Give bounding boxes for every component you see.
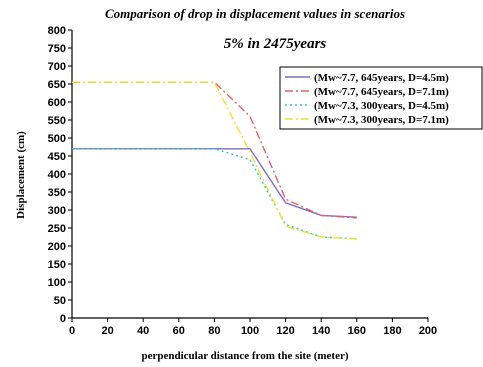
x-tick-label: 0	[69, 325, 75, 337]
y-tick-label: 0	[60, 313, 66, 325]
plot-area: 0501001502002503003504004505005506006507…	[48, 25, 438, 337]
y-tick-label: 50	[54, 295, 66, 307]
x-tick-label: 120	[276, 325, 294, 337]
series-line-1	[72, 148, 357, 218]
legend-entry-1: (Mw~7.7, 645years, D=4.5m)	[314, 72, 449, 84]
x-tick-label: 100	[241, 325, 259, 337]
series-line-4	[72, 81, 357, 240]
y-tick-label: 750	[48, 43, 66, 55]
x-tick-label: 180	[383, 325, 401, 337]
y-tick-label: 250	[48, 223, 66, 235]
y-tick-label: 650	[48, 79, 66, 91]
y-tick-label: 450	[48, 151, 66, 163]
legend-box	[279, 66, 483, 130]
series-line-3	[72, 148, 357, 240]
x-tick-label: 60	[173, 325, 185, 337]
y-tick-label: 400	[48, 169, 66, 181]
y-tick-label: 600	[48, 97, 66, 109]
x-tick-label: 40	[137, 325, 149, 337]
y-tick-label: 700	[48, 61, 66, 73]
x-tick-label: 80	[208, 325, 220, 337]
x-tick-label: 200	[419, 325, 437, 337]
legend: (Mw~7.7, 645years, D=4.5m) (Mw~7.7, 645ye…	[279, 66, 483, 130]
y-tick-label: 100	[48, 277, 66, 289]
legend-entry-3: (Mw~7.3, 300years, D=4.5m)	[314, 100, 449, 112]
y-tick-label: 200	[48, 241, 66, 253]
series-line-2	[72, 81, 357, 219]
legend-entry-2: (Mw~7.7, 645years, D=7.1m)	[314, 86, 449, 98]
x-tick-label: 20	[101, 325, 113, 337]
legend-entry-4: (Mw~7.3, 300years, D=7.1m)	[314, 114, 449, 126]
chart-title: Comparison of drop in displacement value…	[105, 6, 405, 21]
x-tick-label: 140	[312, 325, 330, 337]
y-tick-label: 500	[48, 133, 66, 145]
y-tick-label: 350	[48, 187, 66, 199]
x-axis-label: perpendicular distance from the site (me…	[141, 350, 348, 362]
chart-subtitle: 5% in 2475years	[224, 36, 327, 52]
y-tick-label: 150	[48, 259, 66, 271]
x-tick-label: 160	[348, 325, 366, 337]
y-tick-label: 800	[48, 25, 66, 37]
y-tick-label: 300	[48, 205, 66, 217]
y-axis-label: Displacement (cm)	[15, 131, 27, 219]
y-tick-label: 550	[48, 115, 66, 127]
